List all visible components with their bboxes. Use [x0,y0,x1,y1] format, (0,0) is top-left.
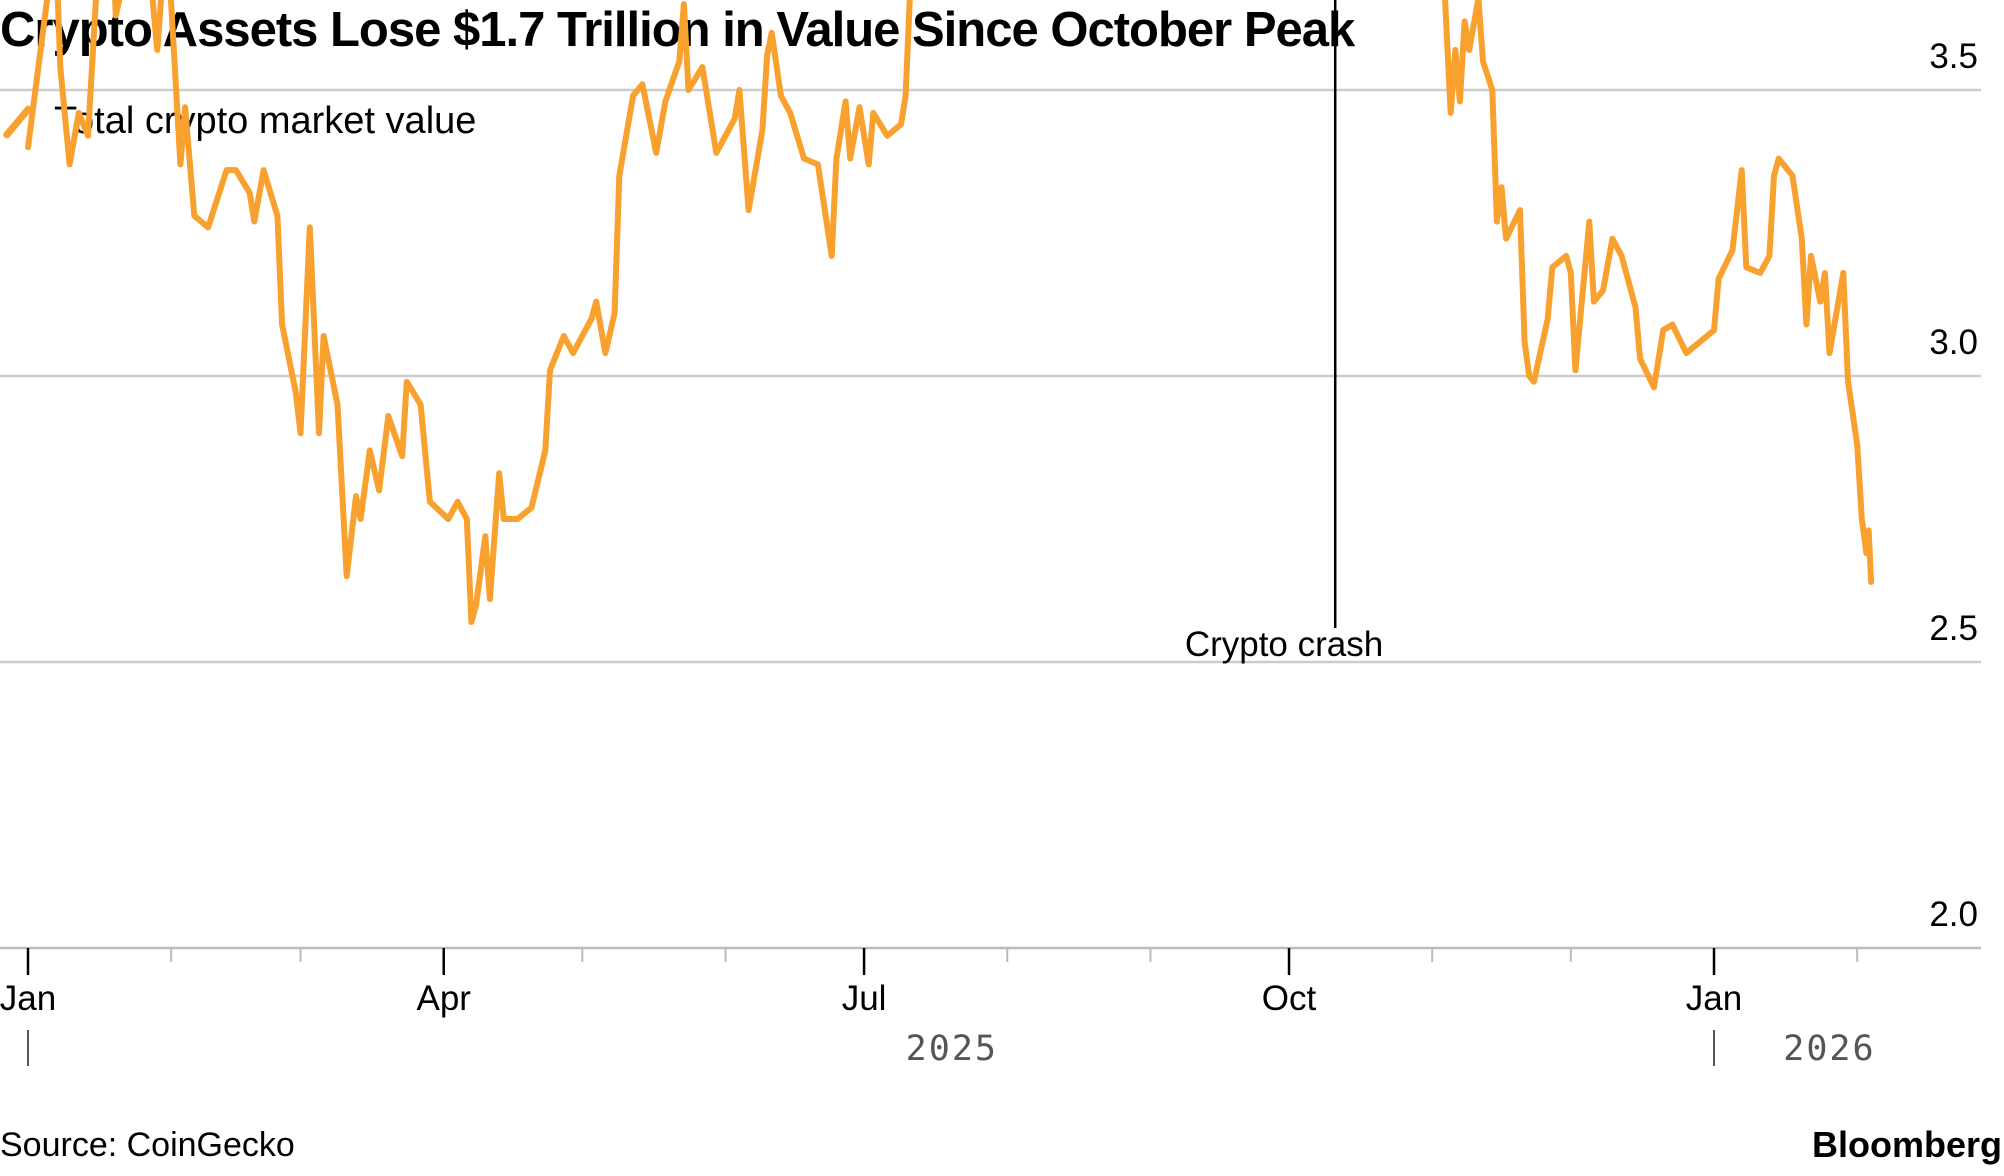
source-note: Source: CoinGecko [0,1126,295,1164]
series-line [25,0,1875,625]
x-tick-label: Jul [842,979,887,1018]
x-tick-label: Oct [1262,979,1317,1018]
x-tick-label: Apr [416,979,471,1018]
y-tick-label: 3.0 [1929,323,1978,362]
x-tick-label: Jan [1686,979,1742,1018]
y-tick-label: 2.5 [1929,609,1978,648]
year-label: 2026 [1783,1029,1875,1069]
legend: Total crypto market value [0,100,476,143]
y-tick-label: 2.0 [1929,895,1978,934]
y-tick-label: 3.5 [1929,37,1978,76]
bloomberg-logo: Bloomberg [1811,1124,2002,1165]
x-tick-label: Jan [0,979,56,1018]
annotation-label: Crypto crash [1185,625,1383,664]
year-label: 2025 [906,1029,998,1069]
legend-label: Total crypto market value [54,100,477,142]
